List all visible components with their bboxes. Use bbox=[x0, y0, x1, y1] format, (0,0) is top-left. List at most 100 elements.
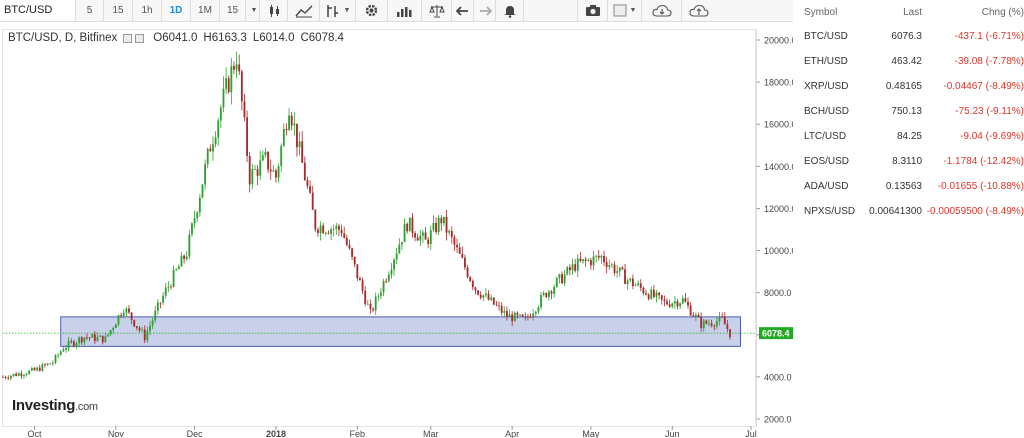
table-row[interactable]: EOS/USD 8.3110 -1.1784 (-12.42%) bbox=[800, 149, 1024, 174]
candle-body bbox=[692, 315, 695, 317]
indicators-button[interactable]: ▼ bbox=[320, 0, 356, 21]
candle-body bbox=[233, 66, 235, 70]
candle-body bbox=[4, 376, 7, 378]
settings-button[interactable] bbox=[356, 0, 388, 21]
candle-body bbox=[385, 281, 388, 282]
candle-body bbox=[44, 364, 46, 366]
candle-body bbox=[422, 232, 424, 236]
candle-body bbox=[12, 373, 15, 376]
candle-body bbox=[387, 274, 390, 282]
candle-body bbox=[616, 271, 619, 273]
candle-body bbox=[225, 78, 228, 89]
interval-1d-button[interactable]: 1D bbox=[162, 0, 191, 21]
interval-15m-button[interactable]: 15 bbox=[104, 0, 133, 21]
candle-body bbox=[563, 274, 566, 284]
candles-style-button[interactable] bbox=[260, 0, 288, 21]
x-tick-label: Oct bbox=[27, 429, 42, 438]
interval-1h-button[interactable]: 1h bbox=[133, 0, 162, 21]
candle-body bbox=[288, 115, 290, 130]
candle-body bbox=[164, 287, 167, 296]
price-chart[interactable]: 2000.04000.06000.08000.010000.012000.014… bbox=[0, 23, 793, 438]
candle-body bbox=[65, 347, 67, 350]
alert-button[interactable] bbox=[496, 0, 524, 21]
settings-icon bbox=[365, 4, 378, 17]
balance-icon bbox=[428, 4, 445, 17]
redo-button[interactable] bbox=[474, 0, 496, 21]
quote-symbol: BCH/USD bbox=[804, 106, 850, 117]
candle-body bbox=[382, 281, 385, 293]
symbol-search-input[interactable]: BTC/USD bbox=[0, 0, 76, 21]
candle-body bbox=[542, 293, 545, 295]
table-row[interactable]: NPXS/USD 0.00641300 -0.00059500 (-8.49%) bbox=[800, 199, 1024, 224]
interval-dropdown-button[interactable]: ▼ bbox=[246, 0, 260, 21]
candle-body bbox=[718, 316, 721, 322]
candle-body bbox=[456, 244, 458, 248]
table-row[interactable]: XRP/USD 0.48165 -0.04467 (-8.49%) bbox=[800, 74, 1024, 99]
candle-body bbox=[540, 294, 542, 308]
chart-legend: BTC/USD, D, Bitfinex O6041.0 H6163.3 L6014… bbox=[8, 32, 350, 44]
candle-body bbox=[351, 248, 353, 257]
line-style-button[interactable] bbox=[288, 0, 320, 21]
candle-body bbox=[359, 278, 361, 281]
candle-body bbox=[558, 274, 561, 279]
table-row[interactable]: BTC/USD 6076.3 -437.1 (-6.71%) bbox=[800, 24, 1024, 49]
table-row[interactable]: BCH/USD 750.13 -75.23 (-9.11%) bbox=[800, 99, 1024, 124]
candle-body bbox=[603, 255, 605, 263]
candle-body bbox=[582, 259, 584, 262]
candle-body bbox=[322, 225, 325, 234]
candle-body bbox=[117, 315, 120, 325]
candle-body bbox=[374, 296, 377, 311]
cloud-download-icon bbox=[651, 4, 672, 17]
hide-series-icon[interactable] bbox=[123, 33, 133, 43]
series-settings-icon[interactable] bbox=[135, 33, 145, 43]
undo-button[interactable] bbox=[452, 0, 474, 21]
candle-body bbox=[188, 234, 191, 257]
candle-body bbox=[464, 257, 466, 268]
candle-body bbox=[429, 230, 432, 245]
balance-button[interactable] bbox=[422, 0, 452, 21]
candle-body bbox=[652, 289, 655, 297]
table-row[interactable]: ETH/USD 463.42 -39.08 (-7.78%) bbox=[800, 49, 1024, 74]
quote-last: 750.13 bbox=[891, 106, 922, 117]
open-value: O6041.0 bbox=[153, 32, 198, 44]
candle-body bbox=[198, 197, 201, 213]
candle-body bbox=[335, 225, 338, 229]
candle-body bbox=[492, 297, 495, 305]
y-tick-label: 20000.0 bbox=[764, 36, 793, 46]
candle-body bbox=[453, 237, 456, 245]
candle-body bbox=[41, 364, 44, 371]
snapshot-button[interactable] bbox=[578, 0, 608, 21]
candle-body bbox=[88, 337, 91, 339]
candle-body bbox=[681, 298, 684, 304]
candle-body bbox=[277, 166, 280, 178]
candle-body bbox=[626, 280, 629, 284]
save-cloud-button[interactable] bbox=[642, 0, 682, 21]
candlestick-chart[interactable]: 2000.04000.06000.08000.010000.012000.014… bbox=[0, 23, 793, 438]
interval-custom-button[interactable]: 15 bbox=[220, 0, 246, 21]
candle-body bbox=[7, 377, 10, 379]
interval-5m-button[interactable]: 5 bbox=[76, 0, 104, 21]
color-picker-button[interactable]: ▼ bbox=[608, 0, 642, 21]
candle-body bbox=[673, 301, 676, 304]
candle-body bbox=[340, 229, 343, 234]
interval-1m-button[interactable]: 1M bbox=[191, 0, 220, 21]
table-row[interactable]: ADA/USD 0.13563 -0.01655 (-10.88%) bbox=[800, 174, 1024, 199]
compare-button[interactable] bbox=[388, 0, 422, 21]
candle-body bbox=[293, 123, 296, 126]
x-tick-label: Nov bbox=[108, 429, 125, 438]
quote-symbol: ADA/USD bbox=[804, 181, 849, 192]
candle-body bbox=[416, 237, 419, 241]
candle-body bbox=[99, 335, 102, 337]
last-price-tag bbox=[759, 327, 793, 340]
candle-body bbox=[566, 267, 569, 275]
candle-body bbox=[135, 326, 138, 328]
load-cloud-button[interactable] bbox=[682, 0, 716, 21]
quote-change: -1.1784 (-12.42%) bbox=[943, 156, 1024, 167]
candle-body bbox=[361, 280, 364, 291]
candle-body bbox=[209, 148, 212, 152]
table-row[interactable]: LTC/USD 84.25 -9.04 (-9.69%) bbox=[800, 124, 1024, 149]
candle-body bbox=[498, 305, 500, 307]
candle-body bbox=[671, 303, 674, 307]
candle-body bbox=[403, 223, 406, 243]
y-tick-label: 18000.0 bbox=[764, 78, 793, 88]
